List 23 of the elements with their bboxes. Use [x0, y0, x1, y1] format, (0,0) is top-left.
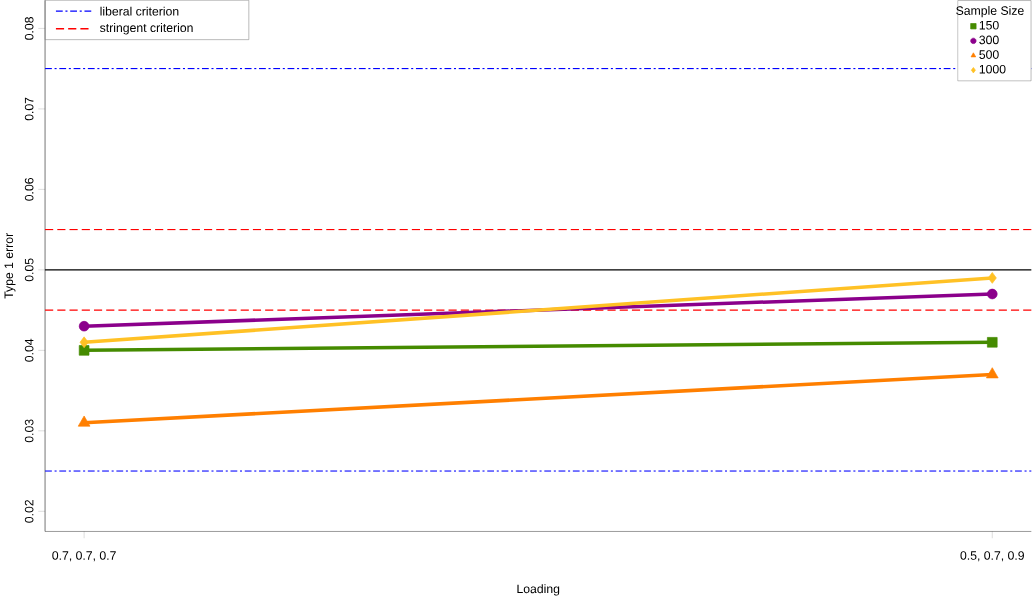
legend-label: stringent criterion — [100, 23, 193, 35]
point — [78, 320, 90, 332]
y-tick-label: 0.05 — [24, 258, 34, 282]
point — [987, 272, 997, 284]
legend-label: liberal criterion — [100, 6, 179, 16]
y-tick-label: 0.03 — [24, 419, 34, 443]
legend-title: Sample Size — [956, 5, 1024, 18]
y-tick-label: 0.06 — [24, 177, 34, 201]
point — [987, 288, 998, 300]
point — [987, 337, 998, 348]
legend-label: 1000 — [979, 64, 1006, 74]
y-tick-label: 0.08 — [24, 17, 34, 40]
legend-label: 150 — [979, 20, 999, 30]
y-tick-label: 0.04 — [24, 338, 34, 362]
x-tick-label: 0.7, 0.7, 0.7 — [52, 551, 116, 562]
x-tick-label: 0.5, 0.7, 0.9 — [960, 551, 1024, 562]
y-tick-label: 0.02 — [24, 499, 34, 523]
legend-label: 500 — [979, 50, 999, 59]
y-tick-label: 0.07 — [24, 97, 34, 121]
y-axis-title: Type 1 error — [4, 233, 16, 299]
point — [79, 336, 89, 349]
x-axis-title: Loading — [517, 584, 560, 596]
legend-label: 300 — [979, 35, 999, 45]
